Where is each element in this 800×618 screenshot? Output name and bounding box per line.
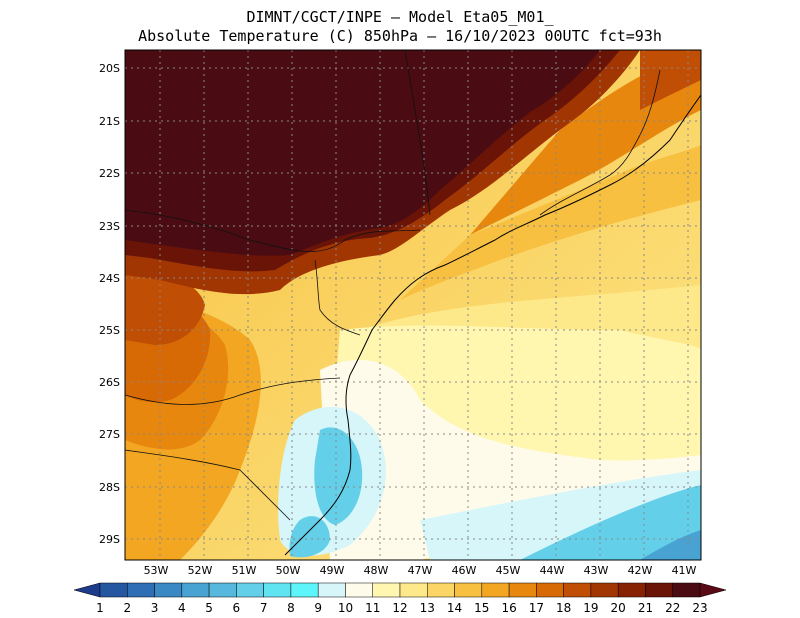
colorbar-label: 12: [392, 601, 407, 615]
temperature-field: [125, 50, 701, 560]
colorbar-label: 9: [314, 601, 322, 615]
colorbar-label: 5: [205, 601, 213, 615]
colorbar-label: 16: [501, 601, 516, 615]
colorbar-label: 11: [365, 601, 380, 615]
colorbar-label: 15: [474, 601, 489, 615]
lon-label: 49W: [320, 564, 345, 577]
lat-label: 27S: [99, 428, 120, 441]
colorbar-segment: [508, 582, 537, 598]
colorbar-segment: [208, 582, 237, 598]
lon-label: 41W: [672, 564, 697, 577]
lat-label: 26S: [99, 376, 120, 389]
lat-label: 23S: [99, 220, 120, 233]
colorbar-segment: [536, 582, 564, 598]
latitude-labels: 20S 21S 22S 23S 24S 25S 26S 27S 28S 29S: [99, 62, 120, 546]
colorbar-segment: [481, 582, 510, 598]
colorbar-segment: [563, 582, 592, 598]
grid-lines: [125, 50, 701, 560]
colorbar-label: 19: [583, 601, 598, 615]
colorbar-segment: [263, 582, 292, 598]
colorbar-segment: [645, 582, 673, 598]
colorbar-max-arrow: [699, 582, 727, 598]
lon-label: 42W: [628, 564, 653, 577]
lat-label: 22S: [99, 167, 120, 180]
colorbar-label: 7: [260, 601, 268, 615]
colorbar-segment: [317, 582, 346, 598]
longitude-labels: 53W 52W 51W 50W 49W 48W 47W 46W 45W 44W …: [144, 564, 697, 577]
colorbar-segment: [181, 582, 210, 598]
lon-label: 52W: [188, 564, 213, 577]
lon-label: 44W: [540, 564, 565, 577]
colorbar-label: 22: [665, 601, 680, 615]
colorbar-label: 14: [447, 601, 462, 615]
lat-label: 24S: [99, 272, 120, 285]
colorbar-min-arrow: [73, 582, 101, 598]
colorbar-segment: [617, 582, 646, 598]
map-title-line1: DIMNT/CGCT/INPE — Model Eta05_M01_: [246, 8, 554, 26]
lon-label: 47W: [408, 564, 433, 577]
lon-label: 45W: [496, 564, 521, 577]
colorbar-segment: [236, 582, 264, 598]
colorbar-label: 17: [529, 601, 544, 615]
colorbar-label: 10: [338, 601, 353, 615]
colorbar-label: 3: [151, 601, 159, 615]
colorbar-segment: [672, 582, 701, 598]
lon-label: 51W: [232, 564, 257, 577]
colorbar-label: 18: [556, 601, 571, 615]
lat-label: 25S: [99, 324, 120, 337]
colorbar-segment: [154, 582, 183, 598]
colorbar-label: 20: [611, 601, 626, 615]
lon-label: 48W: [364, 564, 389, 577]
colorbar: 1 2 3 4 5 6 7 8 9 10 11 12 13 14 15 16 17 18 19 20 21 22 23: [73, 582, 727, 615]
lat-label: 21S: [99, 115, 120, 128]
colorbar-label: 13: [420, 601, 435, 615]
colorbar-label: 6: [233, 601, 241, 615]
coastline: [284, 94, 701, 556]
lat-label: 20S: [99, 62, 120, 75]
lon-label: 43W: [584, 564, 609, 577]
colorbar-segment: [590, 582, 619, 598]
lat-label: 29S: [99, 533, 120, 546]
colorbar-label: 21: [638, 601, 653, 615]
lon-label: 50W: [276, 564, 301, 577]
colorbar-segment: [454, 582, 483, 598]
colorbar-segment: [290, 582, 319, 598]
state-borders: [125, 50, 661, 521]
colorbar-segment: [372, 582, 401, 598]
lon-label: 46W: [452, 564, 477, 577]
colorbar-label: 2: [123, 601, 131, 615]
colorbar-label: 4: [178, 601, 186, 615]
colorbar-segment: [99, 582, 128, 598]
colorbar-label: 8: [287, 601, 295, 615]
colorbar-segment: [399, 582, 428, 598]
map-title-line2: Absolute Temperature (C) 850hPa — 16/10/…: [138, 27, 662, 45]
colorbar-segment: [127, 582, 155, 598]
map-frame: [124, 49, 702, 561]
lat-label: 28S: [99, 481, 120, 494]
colorbar-label: 23: [692, 601, 707, 615]
colorbar-label: 1: [96, 601, 104, 615]
colorbar-segment: [427, 582, 455, 598]
lon-label: 53W: [144, 564, 169, 577]
colorbar-segment: [345, 582, 373, 598]
